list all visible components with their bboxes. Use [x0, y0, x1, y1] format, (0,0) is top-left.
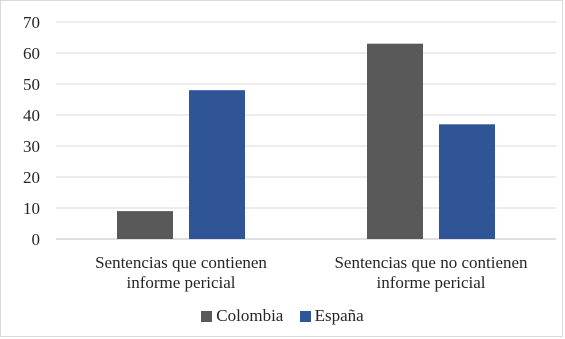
- y-tick-label: 20: [23, 168, 40, 187]
- bar-colombia-0: [117, 211, 173, 239]
- y-tick-label: 70: [23, 13, 40, 32]
- legend-label-espana: España: [314, 306, 364, 325]
- y-tick-label: 10: [23, 199, 40, 218]
- legend-swatch-espana: [299, 310, 311, 322]
- bar-espaa-1: [439, 124, 495, 239]
- bar-colombia-1: [367, 43, 423, 240]
- y-tick-label: 30: [23, 137, 40, 156]
- x-category-label-line: Sentencias que no contienen: [334, 253, 528, 272]
- x-category-label-line: informe pericial: [376, 273, 485, 292]
- legend-swatch-colombia: [201, 310, 213, 322]
- legend-item-espana: España: [299, 306, 364, 326]
- x-category-label-line: Sentencias que contienen: [95, 253, 267, 272]
- x-category-label-line: informe pericial: [126, 273, 235, 292]
- y-tick-label: 40: [23, 106, 40, 125]
- y-tick-label: 0: [32, 230, 41, 249]
- x-category-label: Sentencias que no contienen informe peric…: [334, 253, 528, 292]
- x-category-label: Sentencias que contienen informe pericial: [95, 253, 267, 292]
- y-tick-label: 50: [23, 75, 40, 94]
- legend-item-colombia: Colombia: [201, 306, 283, 326]
- chart-legend: Colombia España: [0, 306, 565, 327]
- legend-label-colombia: Colombia: [216, 306, 284, 325]
- y-tick-label: 60: [23, 44, 40, 63]
- bar-espaa-0: [189, 90, 245, 239]
